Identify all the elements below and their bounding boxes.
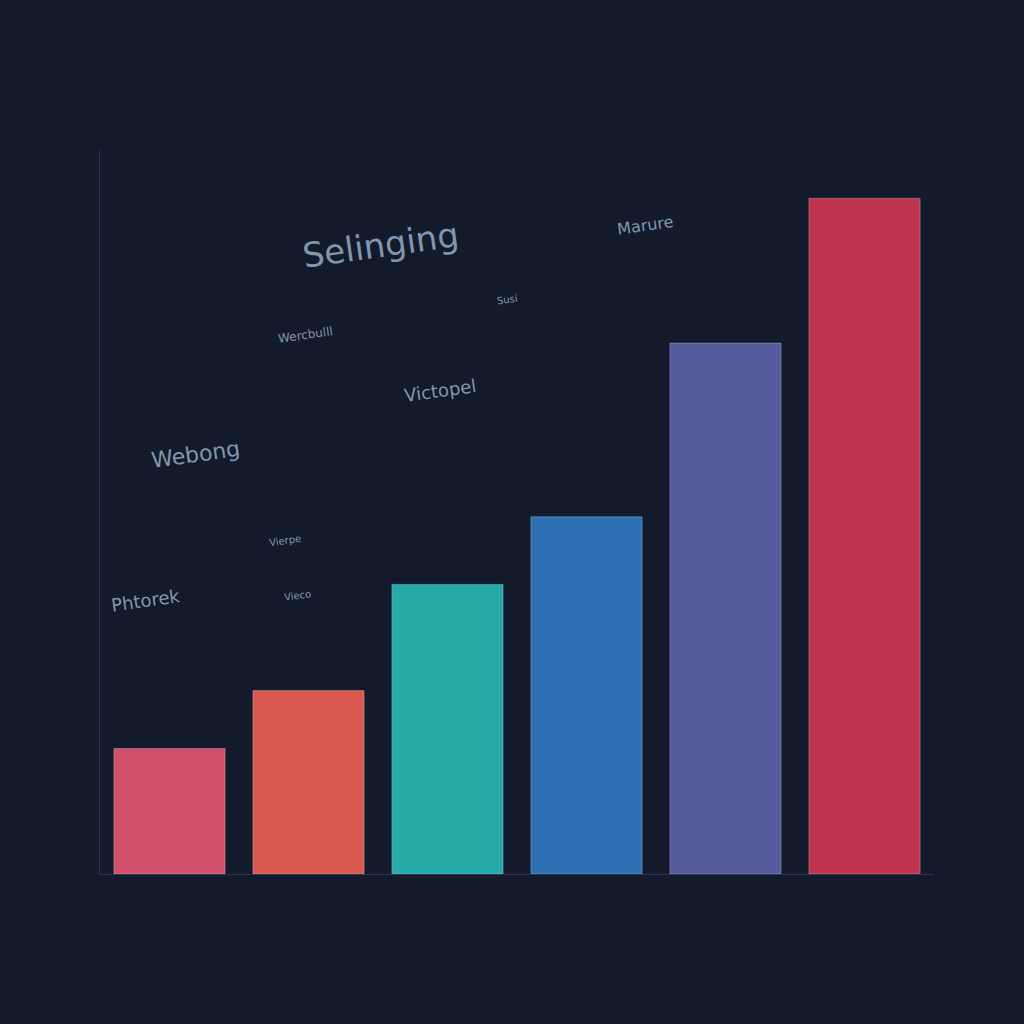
svg-text:Victopel: Victopel: [403, 375, 478, 406]
svg-text:Vierpe: Vierpe: [268, 533, 301, 548]
svg-text:Vieco: Vieco: [283, 588, 311, 603]
svg-text:Susi: Susi: [496, 293, 518, 307]
svg-text:Wercbulll: Wercbulll: [277, 324, 333, 346]
svg-text:Selinging: Selinging: [300, 214, 461, 275]
svg-text:Marure: Marure: [616, 212, 675, 239]
svg-text:Webong: Webong: [150, 436, 242, 473]
svg-text:Phtorek: Phtorek: [110, 585, 182, 615]
